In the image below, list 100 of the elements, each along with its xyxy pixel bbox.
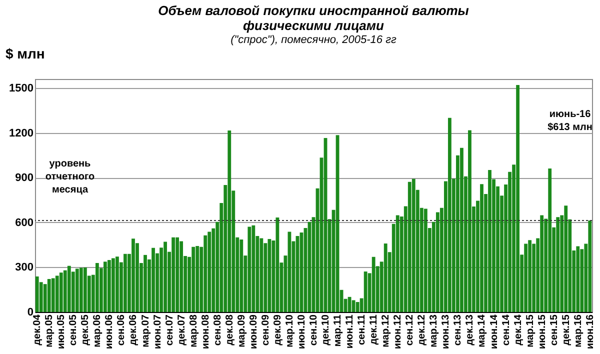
x-tick-label: июн.05 xyxy=(56,314,68,350)
x-tick-label: дек.07 xyxy=(176,314,188,346)
y-tick-label: 300 xyxy=(15,262,34,274)
x-tick-label: дек.12 xyxy=(416,314,428,346)
bar xyxy=(204,235,208,312)
x-tick-label: мар.09 xyxy=(236,314,248,348)
bar xyxy=(83,267,87,312)
y-tick-label: 600 xyxy=(15,216,34,229)
bar xyxy=(252,225,256,312)
bar xyxy=(352,300,356,312)
bar xyxy=(95,263,99,312)
bar xyxy=(384,243,388,312)
x-tick-label: сен.07 xyxy=(164,314,176,346)
bar xyxy=(51,278,55,312)
x-tick-label: сен.05 xyxy=(68,314,80,346)
bar xyxy=(152,248,155,312)
x-tick-label: июн.15 xyxy=(536,314,548,350)
x-tick-label: мар.05 xyxy=(44,314,56,348)
bar xyxy=(564,206,568,312)
bar xyxy=(176,237,180,312)
bar xyxy=(436,212,440,312)
bar xyxy=(164,242,167,312)
x-tick-label: сен.09 xyxy=(260,314,272,346)
x-tick-label: мар.10 xyxy=(284,314,296,348)
x-tick-label: сен.14 xyxy=(500,314,512,346)
text: физическими лицами xyxy=(243,18,384,33)
x-tick-label: мар.12 xyxy=(380,314,392,348)
bar xyxy=(412,178,416,312)
bar xyxy=(576,246,580,312)
x-tick-label: мар.15 xyxy=(524,314,536,348)
bar xyxy=(372,256,376,312)
x-tick-label: дек.08 xyxy=(224,314,236,346)
y-axis-title: $ млн xyxy=(6,46,45,62)
bar xyxy=(396,215,400,312)
bar xyxy=(268,238,272,312)
x-tick-label: мар.07 xyxy=(140,314,152,348)
y-tick-label: 0 xyxy=(27,306,34,318)
x-tick-label: мар.13 xyxy=(428,314,440,348)
bar xyxy=(112,258,115,312)
bar xyxy=(35,276,39,312)
bar xyxy=(540,215,544,312)
x-tick-label: мар.14 xyxy=(476,314,488,348)
bar xyxy=(260,238,264,312)
bar xyxy=(196,246,200,312)
text: Объем валовой покупки иностранной валюты xyxy=(158,3,469,18)
x-tick-label: дек.14 xyxy=(512,314,524,346)
bar xyxy=(460,148,464,312)
bar xyxy=(59,272,63,312)
bar xyxy=(276,217,280,312)
bar xyxy=(524,244,528,312)
bar xyxy=(548,168,552,312)
x-tick-label: мар.08 xyxy=(188,314,200,348)
ref-line-label: уровень отчетного месяца xyxy=(45,158,95,196)
bar xyxy=(55,276,59,312)
bar xyxy=(79,268,83,312)
bar xyxy=(67,266,71,312)
bar xyxy=(248,226,252,312)
x-tick-label: июн.16 xyxy=(584,314,596,350)
chart-subtitle: ("спрос"), помесячно, 2005-16 гг xyxy=(230,34,398,46)
bar xyxy=(364,272,368,312)
bar xyxy=(63,270,67,312)
x-tick-label: дек.15 xyxy=(560,314,572,346)
bar xyxy=(348,296,352,312)
y-tick-label: 1200 xyxy=(9,127,34,140)
x-tick-label: дек.05 xyxy=(80,314,92,346)
bar xyxy=(516,84,520,312)
bar xyxy=(75,268,79,312)
x-tick-label: сен.15 xyxy=(548,314,560,346)
bar xyxy=(480,184,484,312)
x-tick-label: сен.10 xyxy=(308,314,320,346)
bar xyxy=(144,254,147,312)
y-tick-label: 900 xyxy=(15,172,34,184)
bar xyxy=(528,240,532,312)
x-tick-label: июн.13 xyxy=(440,314,452,350)
bar xyxy=(132,238,135,312)
x-tick-label: мар.11 xyxy=(332,314,344,347)
x-tick-label: сен.11 xyxy=(356,314,368,346)
x-tick-label: мар.06 xyxy=(92,314,104,348)
x-tick-label: дек.11 xyxy=(368,314,380,345)
x-tick-label: сен.13 xyxy=(452,314,464,346)
x-tick-label: сен.08 xyxy=(212,314,224,346)
x-tick-label: мар.16 xyxy=(572,314,584,348)
bar xyxy=(47,278,51,312)
x-tick-label: июн.10 xyxy=(296,314,308,350)
x-tick-label: июн.07 xyxy=(152,314,164,350)
bar xyxy=(108,260,111,312)
x-tick-label: дек.09 xyxy=(272,314,284,346)
x-tick-label: июн.06 xyxy=(104,314,116,350)
annotation: июнь-16 $613 млн xyxy=(548,109,592,133)
x-tick-label: дек.06 xyxy=(128,314,140,346)
bar xyxy=(356,302,360,312)
x-tick-label: июн.11 xyxy=(344,314,356,349)
bar xyxy=(408,182,412,312)
bar xyxy=(556,217,560,312)
bar xyxy=(228,130,232,312)
bar xyxy=(172,237,175,312)
bar xyxy=(104,262,107,312)
x-tick-label: июн.12 xyxy=(392,314,404,350)
x-tick-label: сен.06 xyxy=(116,314,128,346)
bar xyxy=(488,170,492,312)
